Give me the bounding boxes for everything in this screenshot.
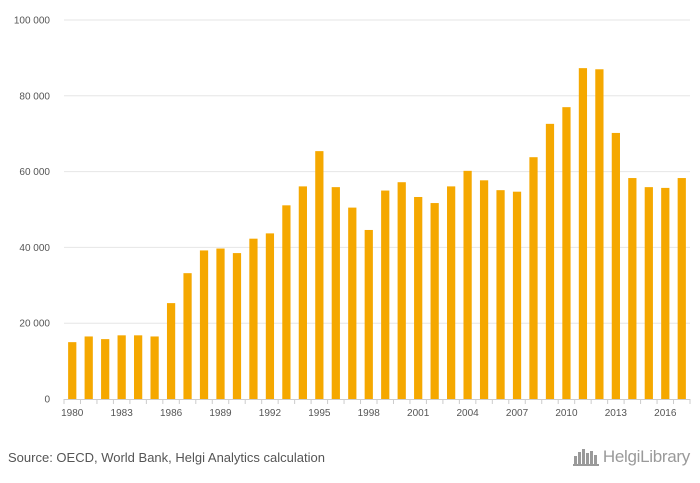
x-tick-label: 1989	[209, 408, 232, 419]
bar-1994[interactable]	[298, 186, 307, 399]
x-tick-label: 1998	[358, 408, 381, 419]
x-tick-label: 1995	[308, 408, 331, 419]
bar-1980[interactable]	[68, 342, 77, 399]
x-axis: 1980 1983 1986 1989 1992 1995 1998 2001 2004 2007…	[61, 399, 691, 419]
bar-1998[interactable]	[364, 229, 373, 399]
bar-1999[interactable]	[381, 190, 390, 399]
x-tick-label: 2007	[506, 408, 529, 419]
x-tick-label: 2013	[605, 408, 628, 419]
bar-1985[interactable]	[150, 336, 159, 399]
bar-2009[interactable]	[545, 123, 555, 399]
x-tick-label: 2004	[456, 408, 479, 419]
helgi-library-logo[interactable]: HelgiLibrary	[572, 447, 690, 467]
bar-1992[interactable]	[265, 233, 275, 399]
bar-1984[interactable]	[134, 335, 143, 399]
bars	[68, 68, 686, 400]
bar-1993[interactable]	[282, 205, 291, 399]
bar-2003[interactable]	[447, 186, 456, 399]
x-tick-label: 2016	[654, 408, 677, 419]
bar-1997[interactable]	[348, 207, 357, 399]
x-tick-label: 2001	[407, 408, 430, 419]
bar-2013[interactable]	[611, 132, 620, 399]
bar-2002[interactable]	[430, 203, 439, 399]
source-note: Source: OECD, World Bank, Helgi Analytic…	[8, 450, 325, 465]
logo-text: HelgiLibrary	[602, 447, 690, 466]
bar-2015[interactable]	[644, 187, 653, 399]
x-tick-label: 2010	[555, 408, 578, 419]
bar-2006[interactable]	[496, 190, 505, 399]
bar-1983[interactable]	[117, 335, 126, 399]
x-tick-label: 1983	[111, 408, 134, 419]
x-tick-label: 1980	[61, 408, 84, 419]
bar-1987[interactable]	[183, 273, 192, 399]
bar-2000[interactable]	[397, 182, 406, 399]
y-tick-label: 80 000	[19, 91, 50, 102]
bar-1990[interactable]	[232, 253, 242, 399]
x-tick-label: 1992	[259, 408, 282, 419]
bar-2014[interactable]	[628, 178, 637, 399]
y-tick-label: 40 000	[19, 243, 50, 254]
y-axis-tick-labels: 0 20 000 40 000 60 000 80 000 100 000	[14, 16, 51, 406]
x-tick-label: 1986	[160, 408, 183, 419]
bar-1995[interactable]	[315, 151, 324, 399]
bar-1996[interactable]	[331, 187, 340, 399]
bar-1981[interactable]	[84, 336, 93, 399]
bar-1991[interactable]	[249, 238, 258, 399]
bar-2017[interactable]	[677, 178, 686, 399]
bar-2004[interactable]	[463, 170, 472, 399]
y-tick-label: 20 000	[19, 319, 50, 330]
bar-2005[interactable]	[479, 180, 489, 399]
bar-2011[interactable]	[578, 68, 588, 400]
bar-1989[interactable]	[216, 248, 225, 399]
bar-2001[interactable]	[414, 196, 423, 399]
city-skyline-icon	[572, 449, 599, 466]
y-tick-label: 0	[44, 395, 50, 406]
bar-2012[interactable]	[595, 69, 604, 400]
bar-2008[interactable]	[529, 157, 538, 399]
y-tick-label: 100 000	[14, 16, 51, 27]
bar-2010[interactable]	[562, 107, 571, 400]
bar-2016[interactable]	[661, 187, 670, 399]
bar-1982[interactable]	[101, 339, 110, 399]
y-tick-label: 60 000	[19, 167, 50, 178]
bar-2007[interactable]	[512, 191, 522, 399]
bar-1986[interactable]	[166, 303, 176, 399]
bar-1988[interactable]	[199, 250, 209, 399]
